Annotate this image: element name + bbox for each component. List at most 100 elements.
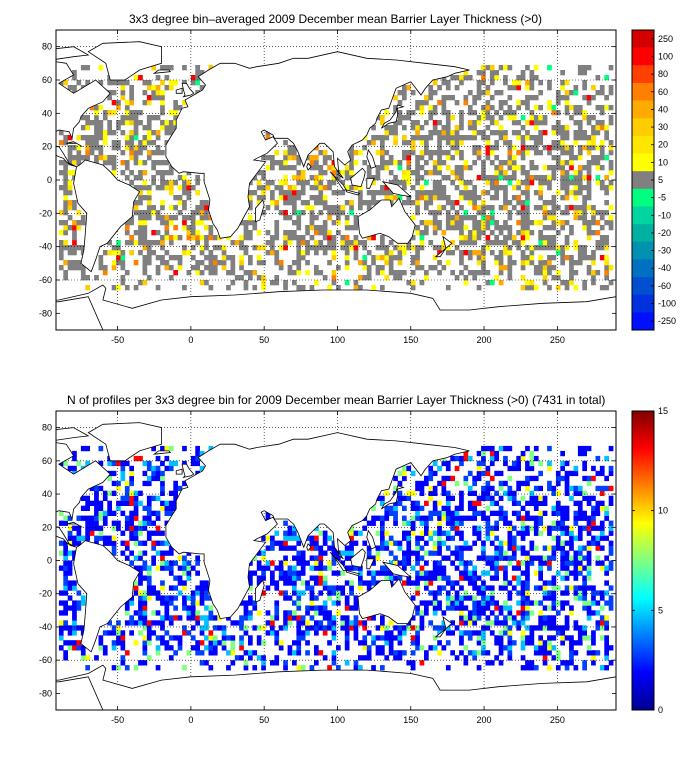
bin-cell <box>278 625 284 631</box>
bin-cell <box>151 205 156 211</box>
bin-cell <box>98 65 104 71</box>
bin-cell <box>432 125 438 131</box>
bin-cell <box>454 200 460 206</box>
bin-cell <box>577 120 583 126</box>
bin-cell <box>393 130 398 136</box>
bin-cell <box>371 665 376 671</box>
bin-cell <box>142 170 148 176</box>
bin-cell <box>599 625 605 631</box>
bin-cell <box>608 500 614 506</box>
bin-cell <box>445 220 451 226</box>
bin-cell <box>608 485 614 492</box>
bin-cell <box>525 145 530 151</box>
bin-cell <box>76 245 82 251</box>
bin-cell <box>520 495 526 501</box>
x-tick-label: 250 <box>550 335 565 345</box>
bin-cell <box>410 580 416 586</box>
bin-cell <box>485 595 491 601</box>
bin-cell <box>270 570 275 576</box>
bin-cell <box>472 620 477 626</box>
bin-cell <box>133 640 139 646</box>
bin-cell <box>63 585 68 591</box>
bin-cell <box>538 640 543 646</box>
bin-cell <box>608 520 614 526</box>
bin-cell <box>111 130 117 136</box>
bin-cell <box>102 270 108 276</box>
bin-cell <box>445 85 451 91</box>
bin-cell <box>384 255 390 261</box>
bin-cell <box>287 165 293 171</box>
bin-cell <box>129 475 134 482</box>
bin-cell <box>155 665 161 671</box>
bin-cell <box>190 215 196 221</box>
bin-cell <box>472 650 477 656</box>
bin-cell <box>511 540 517 546</box>
bin-cell <box>445 495 451 501</box>
bin-cell <box>195 610 200 616</box>
bin-cell <box>314 535 319 541</box>
bin-cell <box>85 530 90 536</box>
bin-cell <box>481 260 486 266</box>
bin-cell <box>511 460 517 467</box>
bin-cell <box>481 515 486 521</box>
bin-cell <box>481 130 486 136</box>
bin-cell <box>129 500 134 506</box>
bin-cell <box>441 555 447 561</box>
bin-cell <box>415 575 420 581</box>
bin-cell <box>296 595 302 601</box>
bin-cell <box>375 170 381 176</box>
bin-cell <box>111 460 117 467</box>
bin-cell <box>415 125 420 131</box>
bin-cell <box>366 545 372 551</box>
bin-cell <box>314 265 319 271</box>
bin-cell <box>533 500 539 506</box>
bin-cell <box>274 250 280 256</box>
bin-cell <box>604 240 609 246</box>
bin-cell <box>432 565 438 571</box>
bin-cell <box>406 520 412 526</box>
bin-cell <box>595 75 601 81</box>
bin-cell <box>507 595 513 601</box>
bin-cell <box>155 90 161 96</box>
bin-cell <box>489 620 495 626</box>
bin-cell <box>520 240 526 246</box>
bin-cell <box>278 590 284 596</box>
bin-cell <box>591 210 596 216</box>
bin-cell <box>195 220 200 226</box>
bin-cell <box>252 625 258 631</box>
bin-cell <box>542 175 548 181</box>
bin-cell <box>503 550 508 556</box>
bin-cell <box>419 515 425 521</box>
bin-cell <box>80 650 86 656</box>
bin-cell <box>146 255 152 261</box>
bin-cell <box>520 170 526 176</box>
bin-cell <box>406 620 412 626</box>
bin-cell <box>582 665 587 671</box>
bin-cell <box>459 135 464 141</box>
bin-cell <box>63 210 68 216</box>
bin-cell <box>102 110 108 116</box>
bin-cell <box>116 100 121 106</box>
bin-cell <box>186 595 192 601</box>
bin-cell <box>424 190 429 196</box>
bin-cell <box>63 560 68 566</box>
bin-cell <box>520 165 526 171</box>
bin-cell <box>380 545 385 551</box>
bin-cell <box>432 570 438 576</box>
bin-cell <box>287 155 293 161</box>
bin-cell <box>445 605 451 611</box>
bin-cell <box>305 205 310 211</box>
colorbar-segment <box>632 82 654 101</box>
bin-cell <box>415 640 420 646</box>
coastline <box>56 427 90 441</box>
bin-cell <box>467 615 473 621</box>
bin-cell <box>551 625 557 631</box>
bin-cell <box>190 235 196 241</box>
bin-cell <box>595 470 601 477</box>
bin-cell <box>459 195 464 201</box>
bin-cell <box>424 95 429 101</box>
bin-cell <box>94 275 99 281</box>
bin-cell <box>138 280 143 286</box>
bin-cell <box>406 150 412 156</box>
bin-cell <box>366 235 372 241</box>
